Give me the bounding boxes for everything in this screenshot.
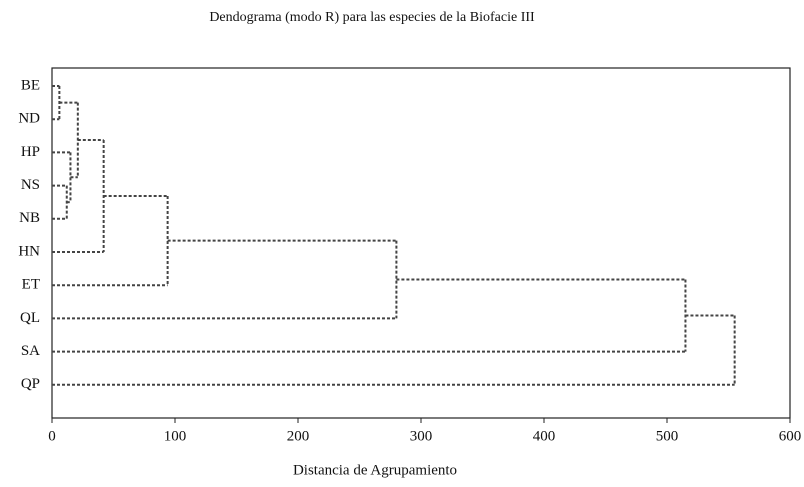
x-tick-label: 100 bbox=[164, 428, 187, 444]
leaf-label: ND bbox=[18, 111, 40, 127]
leaf-label: QP bbox=[21, 376, 40, 392]
leaf-label: HN bbox=[18, 243, 40, 259]
plot-frame bbox=[51, 67, 791, 419]
x-tick-label: 300 bbox=[410, 428, 433, 444]
leaf-label: NS bbox=[21, 177, 40, 193]
chart-title: Dendograma (modo R) para las especies de… bbox=[209, 10, 535, 25]
x-tick-label: 500 bbox=[656, 428, 679, 444]
leaf-label: ET bbox=[22, 277, 40, 293]
x-tick-label: 400 bbox=[533, 428, 556, 444]
leaf-label: QL bbox=[20, 310, 40, 326]
leaf-label: SA bbox=[21, 343, 40, 359]
leaf-label: BE bbox=[21, 77, 40, 93]
x-tick-label: 0 bbox=[48, 428, 56, 444]
x-tick-label: 600 bbox=[779, 428, 802, 444]
leaf-label: NB bbox=[19, 210, 40, 226]
leaf-label: HP bbox=[21, 144, 40, 160]
x-axis-label: Distancia de Agrupamiento bbox=[293, 462, 457, 478]
x-tick-label: 200 bbox=[287, 428, 310, 444]
